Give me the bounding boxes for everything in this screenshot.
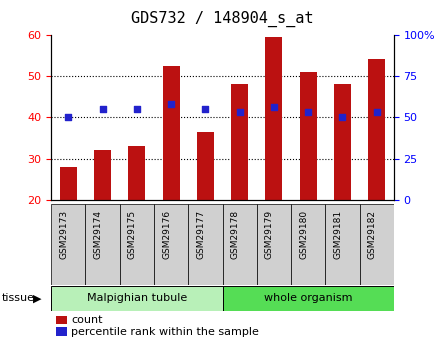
Text: GDS732 / 148904_s_at: GDS732 / 148904_s_at [131,10,314,27]
Bar [299,72,317,200]
Text: GSM29176: GSM29176 [162,210,171,259]
Text: tissue: tissue [2,294,35,303]
Bar [222,286,394,310]
Text: whole organism: whole organism [264,294,352,303]
Point [236,110,243,115]
Point [339,115,346,120]
Bar [265,37,283,200]
Text: Malpighian tubule: Malpighian tubule [87,294,187,303]
Bar [85,204,120,285]
Bar [188,204,222,285]
Bar [231,84,248,200]
Bar [60,167,77,200]
Point [271,105,278,110]
Bar [360,204,394,285]
Point [65,115,72,120]
Bar [154,204,188,285]
Text: GSM29177: GSM29177 [196,210,206,259]
Text: GSM29179: GSM29179 [265,210,274,259]
Bar [291,204,325,285]
Bar [368,59,385,200]
Text: GSM29173: GSM29173 [59,210,69,259]
Bar [120,204,154,285]
Bar [197,132,214,200]
Bar [51,286,223,310]
Bar [257,204,291,285]
Text: GSM29181: GSM29181 [333,210,343,259]
Bar [325,204,360,285]
Point [202,106,209,112]
Text: GSM29175: GSM29175 [128,210,137,259]
Bar [162,66,180,200]
Bar [334,84,351,200]
Text: GSM29180: GSM29180 [299,210,308,259]
Bar [94,150,111,200]
Point [168,101,175,107]
Text: GSM29178: GSM29178 [231,210,240,259]
Point [134,106,141,112]
Text: GSM29174: GSM29174 [93,210,103,259]
Text: GSM29182: GSM29182 [368,210,376,259]
Text: count: count [71,315,103,325]
Bar [222,204,257,285]
Point [305,110,312,115]
Point [99,106,106,112]
Bar [128,146,146,200]
Text: percentile rank within the sample: percentile rank within the sample [71,327,259,336]
Bar [51,204,85,285]
Text: ▶: ▶ [33,294,42,303]
Point [373,110,380,115]
